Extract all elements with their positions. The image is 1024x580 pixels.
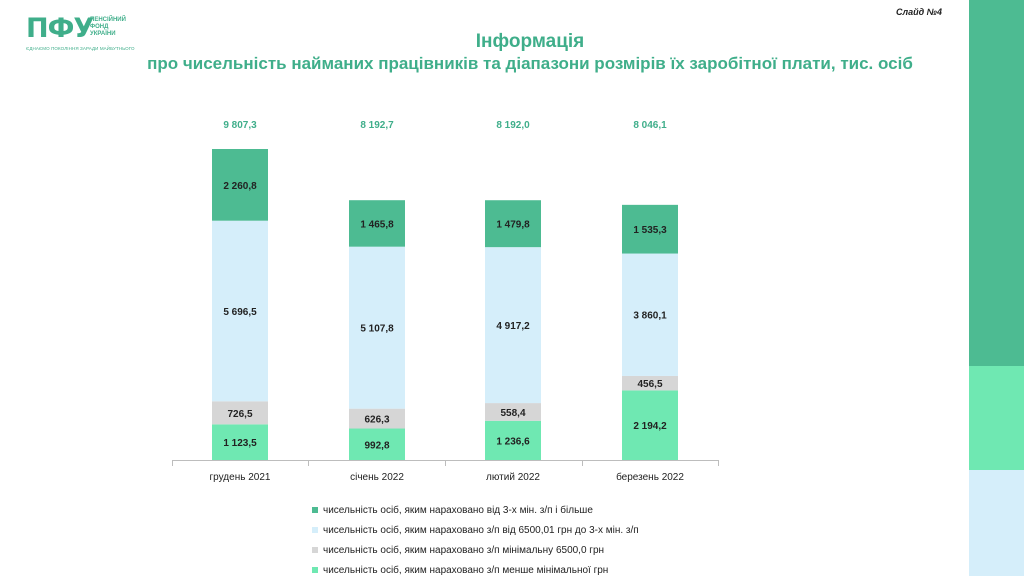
legend-swatch	[312, 547, 318, 553]
slide-number: Слайд №4	[896, 7, 942, 17]
bar-segment	[349, 200, 405, 247]
total-label: 8 192,0	[496, 120, 530, 131]
legend-swatch	[312, 527, 318, 533]
logo-name-line: ПЕНСІЙНИЙ	[90, 17, 126, 23]
bar-segment	[349, 246, 405, 409]
pfu-logo: ПФУ ПЕНСІЙНИЙ ФОНД УКРАЇНИ ЄДНАЄМО ПОКОЛ…	[26, 14, 146, 56]
data-label: 558,4	[500, 408, 525, 419]
legend-label: чисельність осіб, яким нараховано з/п мі…	[323, 544, 605, 556]
data-label: 1 535,3	[633, 225, 667, 236]
x-tick-label: березень 2022	[616, 471, 684, 483]
data-label: 2 194,2	[633, 421, 667, 432]
legend-label: чисельність осіб, яким нараховано від 3-…	[323, 504, 593, 516]
bar-segment	[622, 390, 678, 460]
bar-segment	[622, 375, 678, 391]
x-tick-label: грудень 2021	[210, 472, 271, 483]
legend-label: чисельність осіб, яким нараховано з/п ме…	[323, 564, 609, 576]
bar-segment	[485, 247, 541, 404]
data-label: 626,3	[364, 415, 389, 426]
logo-name: ПЕНСІЙНИЙ ФОНД УКРАЇНИ	[90, 17, 150, 38]
logo-name-line: УКРАЇНИ	[90, 31, 116, 37]
legend-item: чисельність осіб, яким нараховано з/п ме…	[312, 560, 639, 580]
bar-segment	[212, 220, 268, 402]
data-label: 992,8	[364, 440, 389, 451]
data-label: 1 123,5	[223, 438, 257, 449]
data-label: 5 696,5	[223, 307, 257, 318]
legend-item: чисельність осіб, яким нараховано від 3-…	[312, 500, 639, 520]
bar-segment	[349, 428, 405, 460]
data-label: 5 107,8	[360, 324, 394, 335]
sidebar-stripe-pale	[969, 470, 1024, 576]
total-label: 8 046,1	[633, 120, 667, 131]
legend-item: чисельність осіб, яким нараховано з/п ві…	[312, 520, 639, 540]
data-label: 1 479,8	[496, 220, 530, 231]
bar-segment	[349, 408, 405, 429]
data-label: 2 260,8	[223, 181, 257, 192]
bar-segment	[485, 403, 541, 421]
legend-swatch	[312, 507, 318, 513]
bar-segment	[212, 424, 268, 460]
bar-segment	[485, 200, 541, 248]
bar-segment	[485, 420, 541, 460]
legend-item: чисельність осіб, яким нараховано з/п мі…	[312, 540, 639, 560]
data-label: 1 465,8	[360, 219, 394, 230]
bar-segment	[212, 401, 268, 425]
data-label: 3 860,1	[633, 311, 667, 322]
logo-tagline: ЄДНАЄМО ПОКОЛІННЯ ЗАРАДИ МАЙБУТНЬОГО	[26, 46, 135, 51]
logo-mark: ПФУ	[26, 13, 94, 44]
chart-legend: чисельність осіб, яким нараховано від 3-…	[312, 500, 639, 580]
bar-segment	[622, 253, 678, 376]
total-label: 8 192,7	[360, 120, 394, 131]
x-tick-label: січень 2022	[350, 472, 404, 483]
data-label: 1 236,6	[496, 436, 530, 447]
total-label: 9 807,3	[223, 120, 257, 131]
slide-title: Інформація	[475, 31, 585, 52]
legend-swatch	[312, 567, 318, 573]
logo-name-line: ФОНД	[90, 24, 109, 30]
sidebar-stripe-light	[969, 366, 1024, 470]
legend-label: чисельність осіб, яким нараховано з/п ві…	[323, 524, 639, 536]
data-label: 4 917,2	[496, 321, 530, 332]
data-label: 456,5	[637, 379, 662, 390]
sidebar-stripe-dark	[969, 0, 1024, 366]
bar-segment	[212, 149, 268, 221]
slide-subtitle: про чисельність найманих працівників та …	[147, 54, 913, 73]
bar-segment	[622, 204, 678, 254]
x-tick-label: лютий 2022	[486, 472, 540, 483]
data-label: 726,5	[227, 409, 252, 420]
